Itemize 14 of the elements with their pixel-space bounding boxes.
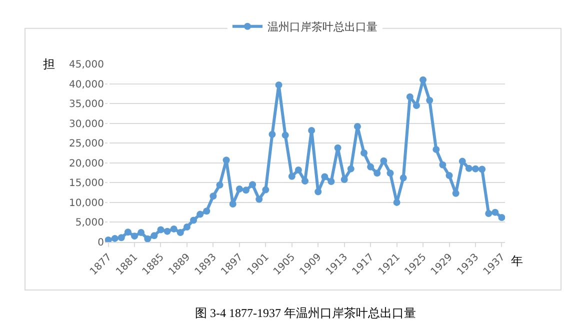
- legend-label: 温州口岸茶叶总出口量: [268, 20, 378, 34]
- y-tick-label: 0: [98, 238, 104, 248]
- y-tick-label: 40,000: [69, 79, 104, 90]
- y-tick-label: 15,000: [69, 178, 104, 190]
- y-tick-label: 5,000: [75, 218, 104, 229]
- y-tick-label: 45,000: [69, 60, 104, 70]
- y-axis-title: 担: [43, 57, 55, 71]
- y-tick-label: 25,000: [69, 138, 104, 150]
- caption: 图 3-4 1877-1937 年温州口岸茶叶总出口量: [195, 306, 416, 320]
- y-tick-label: 10,000: [69, 198, 104, 209]
- y-tick-label: 30,000: [69, 118, 104, 130]
- x-axis-title: 年: [511, 254, 523, 268]
- y-tick-label: 35,000: [69, 99, 104, 110]
- y-tick-label: 20,000: [69, 158, 104, 170]
